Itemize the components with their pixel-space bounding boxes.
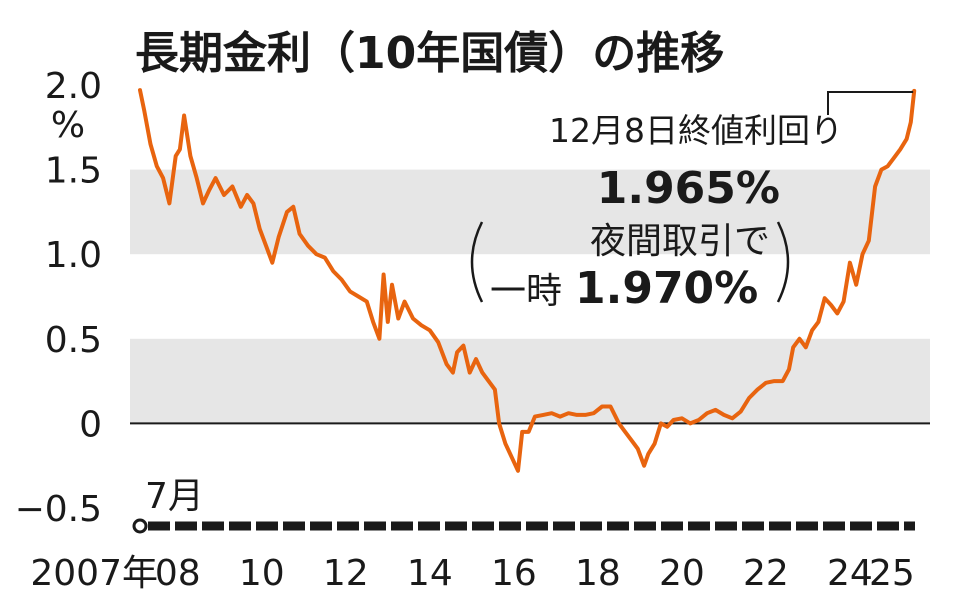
x-tick-label: 22 [743, 553, 789, 594]
y-tick-label: 1.5 [45, 151, 102, 192]
x-tick-label: 2007年 [30, 553, 158, 594]
night-label: 夜間取引で [590, 221, 770, 262]
callout-leader-line [827, 90, 914, 115]
chart-title: 長期金利（10年国債）の推移 [135, 28, 724, 79]
x-tick-label: 14 [407, 553, 453, 594]
series-group [138, 88, 917, 473]
y-axis-ticks: 2.0 1.5 1.0 0.5 0 −0.5 [15, 66, 102, 530]
callout-value: 1.965% [597, 163, 780, 214]
close-paren-icon [776, 221, 790, 303]
shaded-band-1 [130, 338, 930, 424]
x-tick-label: 18 [575, 553, 621, 594]
night-value: 1.970% [575, 263, 758, 314]
x-tick-label: 24 [827, 553, 873, 594]
y-tick-label: −0.5 [15, 489, 102, 530]
y-tick-label: 2.0 [45, 66, 102, 107]
night-prefix: 一時 [490, 271, 562, 312]
x-tick-label: 12 [323, 553, 369, 594]
x-tick-label: 16 [491, 553, 537, 594]
y-tick-label: 0.5 [45, 320, 102, 361]
y-tick-label: 1.0 [45, 235, 102, 276]
open-paren-icon [470, 221, 484, 303]
start-marker-icon [132, 518, 148, 534]
x-tick-label: 10 [239, 553, 285, 594]
y-tick-label: 0 [79, 404, 102, 445]
x-tick-label: 08 [155, 553, 201, 594]
shaded-band-0 [130, 169, 930, 255]
series-line-0 [138, 88, 917, 473]
callout-label: 12月8日終値利回り [549, 111, 843, 150]
x-start-label: 7月 [145, 476, 204, 517]
x-tick-label: 20 [659, 553, 705, 594]
y-axis-unit: % [51, 105, 85, 146]
x-tick-label: 25 [869, 553, 915, 594]
